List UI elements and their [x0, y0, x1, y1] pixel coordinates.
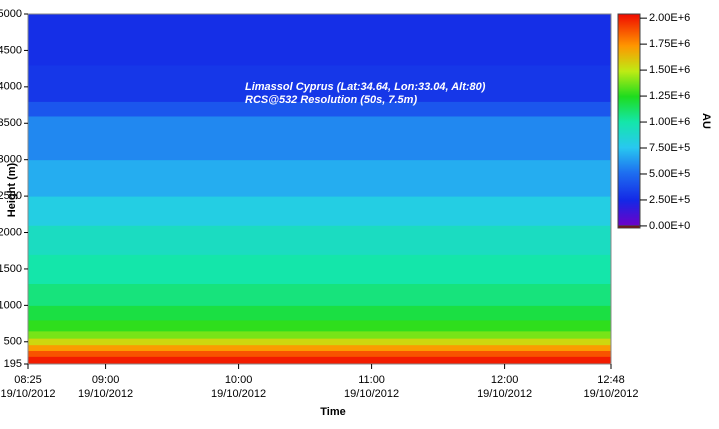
x-axis-label: Time: [320, 406, 345, 418]
heat-cell: [28, 319, 611, 332]
heat-cell: [28, 115, 611, 161]
colorbar-tick-label: 1.25E+6: [649, 90, 690, 102]
x-tick-date: 19/10/2012: [78, 388, 133, 400]
y-tick-label: 3000: [0, 154, 22, 166]
heat-cell: [28, 14, 611, 66]
heat-cell: [28, 196, 611, 226]
x-tick-label: 11:00: [358, 374, 385, 386]
colorbar: [617, 13, 641, 227]
colorbar-tick-label: 0.00E+0: [649, 220, 690, 232]
heat-cell: [28, 305, 611, 321]
plot-frame: [27, 13, 612, 365]
annotation: RCS@532 Resolution (50s, 7.5m): [245, 94, 417, 106]
x-tick-date: 19/10/2012: [344, 388, 399, 400]
x-tick-date: 19/10/2012: [211, 388, 266, 400]
annotation: Limassol Cyprus (Lat:34.64, Lon:33.04, A…: [245, 81, 486, 93]
y-tick-label: 195: [4, 358, 22, 370]
colorbar-tick-label: 1.00E+6: [649, 116, 690, 128]
heat-cell: [28, 330, 611, 339]
y-tick-label: 2000: [0, 226, 22, 238]
heat-cell: [28, 101, 611, 117]
heat-cell: [28, 283, 611, 306]
colorbar-tick-label: 7.50E+5: [649, 142, 690, 154]
heat-cell: [28, 159, 611, 197]
y-axis-label: Height (m): [6, 162, 18, 217]
heat-cell: [28, 225, 611, 255]
colorbar-tick-label: 1.50E+6: [649, 64, 690, 76]
x-tick-date: 19/10/2012: [477, 388, 532, 400]
colorbar-label: AU: [700, 113, 712, 129]
y-tick-label: 5000: [0, 8, 22, 20]
colorbar-tick-label: 5.00E+5: [649, 168, 690, 180]
colorbar-underflow: [617, 225, 641, 229]
x-tick-date: 19/10/2012: [583, 388, 638, 400]
heat-cell: [28, 254, 611, 285]
heat-cell: [28, 64, 611, 102]
x-tick-label: 08:25: [14, 374, 42, 386]
x-tick-label: 12:48: [597, 374, 625, 386]
y-tick-label: 1500: [0, 263, 22, 275]
x-tick-label: 12:00: [491, 374, 519, 386]
y-tick-label: 4000: [0, 81, 22, 93]
y-tick-label: 500: [4, 336, 22, 348]
heat-cell: [28, 356, 611, 365]
colorbar-tick-label: 2.50E+5: [649, 194, 690, 206]
y-tick-label: 4500: [0, 44, 22, 56]
colorbar-tick-label: 1.75E+6: [649, 38, 690, 50]
y-tick-label: 2500: [0, 190, 22, 202]
x-tick-date: 19/10/2012: [0, 388, 55, 400]
x-tick-label: 10:00: [225, 374, 253, 386]
heat-cell: [28, 338, 611, 346]
heat-cell: [28, 350, 611, 357]
heat-cell: [28, 344, 611, 352]
y-tick-label: 1000: [0, 299, 22, 311]
y-tick-label: 3500: [0, 117, 22, 129]
x-tick-label: 09:00: [92, 374, 120, 386]
colorbar-tick-label: 2.00E+6: [649, 12, 690, 24]
